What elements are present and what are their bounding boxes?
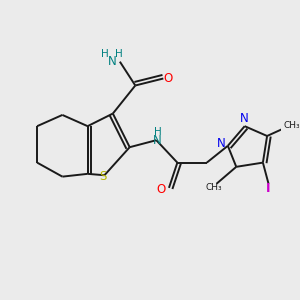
- Text: N: N: [240, 112, 249, 125]
- Text: I: I: [266, 182, 271, 195]
- Text: N: N: [108, 55, 116, 68]
- Text: O: O: [156, 183, 165, 196]
- Text: N: N: [153, 134, 162, 147]
- Text: O: O: [164, 72, 173, 85]
- Text: CH₃: CH₃: [206, 183, 222, 192]
- Text: CH₃: CH₃: [284, 121, 300, 130]
- Text: S: S: [99, 170, 107, 183]
- Text: H: H: [154, 127, 162, 137]
- Text: H: H: [100, 49, 108, 59]
- Text: H: H: [116, 49, 123, 59]
- Text: N: N: [217, 137, 226, 150]
